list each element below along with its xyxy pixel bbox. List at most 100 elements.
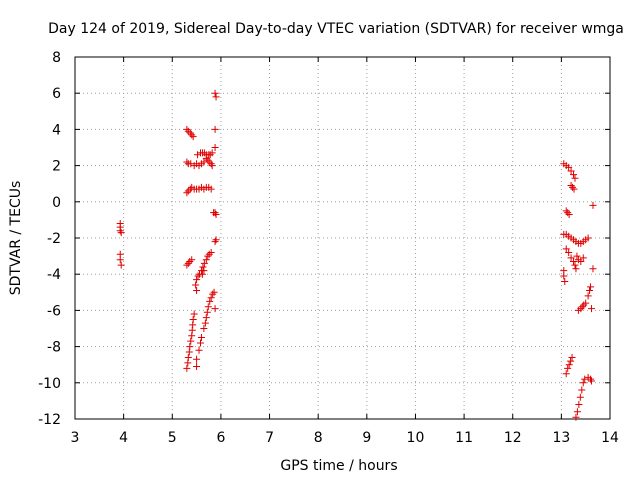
axis-ticks: 3 4 5 6 7 8 9 10 11 12 13 14 -12 -10 -8 -6 -4 -2 0 2 4 6 8 (38, 50, 619, 446)
data-point-plus (204, 303, 212, 311)
data-point-plus (565, 248, 573, 256)
y-tick-label: -8 (47, 340, 61, 356)
data-point-plus (582, 299, 590, 307)
data-point-plus (202, 256, 210, 264)
data-point-plus (572, 413, 580, 421)
data-point-plus (576, 393, 584, 401)
y-tick-label: 8 (52, 50, 61, 66)
data-point-plus (561, 277, 569, 285)
data-point-plus (198, 270, 206, 278)
data-point-plus (211, 144, 219, 151)
x-tick-label: 14 (601, 430, 619, 446)
data-point-plus (579, 254, 587, 262)
data-points (116, 89, 597, 421)
data-point-plus (207, 185, 215, 193)
x-tick-label: 4 (119, 430, 128, 446)
data-point-plus (195, 346, 203, 354)
data-point-plus (207, 294, 215, 302)
data-point-plus (573, 408, 581, 416)
data-point-plus (186, 129, 194, 137)
data-point-plus (202, 154, 210, 162)
data-point-plus (193, 286, 201, 294)
data-point-plus (562, 370, 570, 378)
data-point-plus (192, 281, 200, 289)
data-point-plus (565, 361, 573, 369)
x-axis-title: GPS time / hours (280, 458, 397, 474)
data-point-plus (189, 133, 197, 141)
data-point-plus (186, 343, 194, 351)
data-point-plus (562, 207, 570, 215)
data-point-plus (117, 261, 125, 269)
data-point-plus (209, 290, 217, 298)
grid (75, 57, 610, 419)
x-tick-label: 12 (504, 430, 522, 446)
data-point-plus (187, 160, 195, 168)
data-point-plus (116, 227, 124, 235)
data-point-plus (184, 353, 192, 361)
data-point-plus (194, 151, 202, 159)
y-tick-label: -12 (38, 412, 61, 428)
data-point-plus (188, 131, 196, 139)
y-tick-label: -6 (47, 303, 61, 319)
data-point-plus (183, 158, 191, 166)
data-point-plus (571, 261, 579, 269)
data-point-plus (211, 238, 219, 246)
data-point-plus (577, 258, 585, 266)
x-tick-label: 6 (216, 430, 225, 446)
data-point-plus (201, 319, 209, 327)
data-point-plus (207, 160, 215, 168)
y-tick-label: 6 (52, 86, 61, 102)
data-point-plus (208, 162, 216, 170)
x-tick-label: 8 (314, 430, 323, 446)
data-point-plus (208, 149, 216, 157)
data-point-plus (569, 183, 577, 191)
data-point-plus (589, 265, 597, 273)
data-point-plus (584, 234, 592, 242)
data-point-plus (194, 272, 202, 280)
data-point-plus (200, 149, 208, 157)
data-point-plus (212, 236, 220, 244)
data-point-plus (571, 174, 579, 182)
data-point-plus (210, 288, 218, 296)
data-point-plus (564, 209, 572, 217)
data-point-plus (575, 401, 583, 409)
data-point-plus (211, 125, 219, 133)
data-point-plus (567, 254, 575, 262)
x-tick-label: 11 (455, 430, 473, 446)
data-point-plus (565, 163, 573, 171)
data-point-plus (588, 377, 596, 385)
data-point-plus (581, 375, 589, 383)
data-point-plus (184, 259, 192, 267)
data-point-plus (564, 364, 572, 372)
y-axis-title: SDTVAR / TECUs (8, 181, 24, 296)
y-tick-label: 0 (52, 195, 61, 211)
plot-frame (74, 56, 611, 420)
data-point-plus (570, 185, 578, 193)
x-tick-label: 7 (265, 430, 274, 446)
data-point-plus (193, 276, 201, 284)
data-point-plus (565, 210, 573, 218)
x-tick-label: 10 (407, 430, 425, 446)
data-point-plus (586, 286, 594, 294)
y-tick-label: 4 (52, 122, 61, 138)
data-point-plus (573, 252, 581, 260)
y-tick-label: 2 (52, 159, 61, 175)
data-point-plus (193, 363, 201, 371)
data-point-plus (560, 272, 568, 280)
data-point-plus (570, 258, 578, 266)
data-point-plus (579, 379, 587, 387)
data-point-plus (584, 292, 592, 300)
data-point-plus (187, 337, 195, 345)
data-point-plus (212, 93, 220, 101)
data-point-plus (197, 334, 205, 342)
chart-title: Day 124 of 2019, Sidereal Day-to-day VTE… (48, 21, 624, 37)
data-point-plus (206, 297, 214, 305)
data-point-plus (589, 201, 597, 209)
data-point-plus (577, 305, 585, 313)
x-tick-label: 13 (552, 430, 570, 446)
data-point-plus (578, 386, 586, 394)
data-point-plus (211, 209, 219, 217)
data-point-plus (190, 310, 198, 318)
data-point-plus (193, 355, 201, 363)
